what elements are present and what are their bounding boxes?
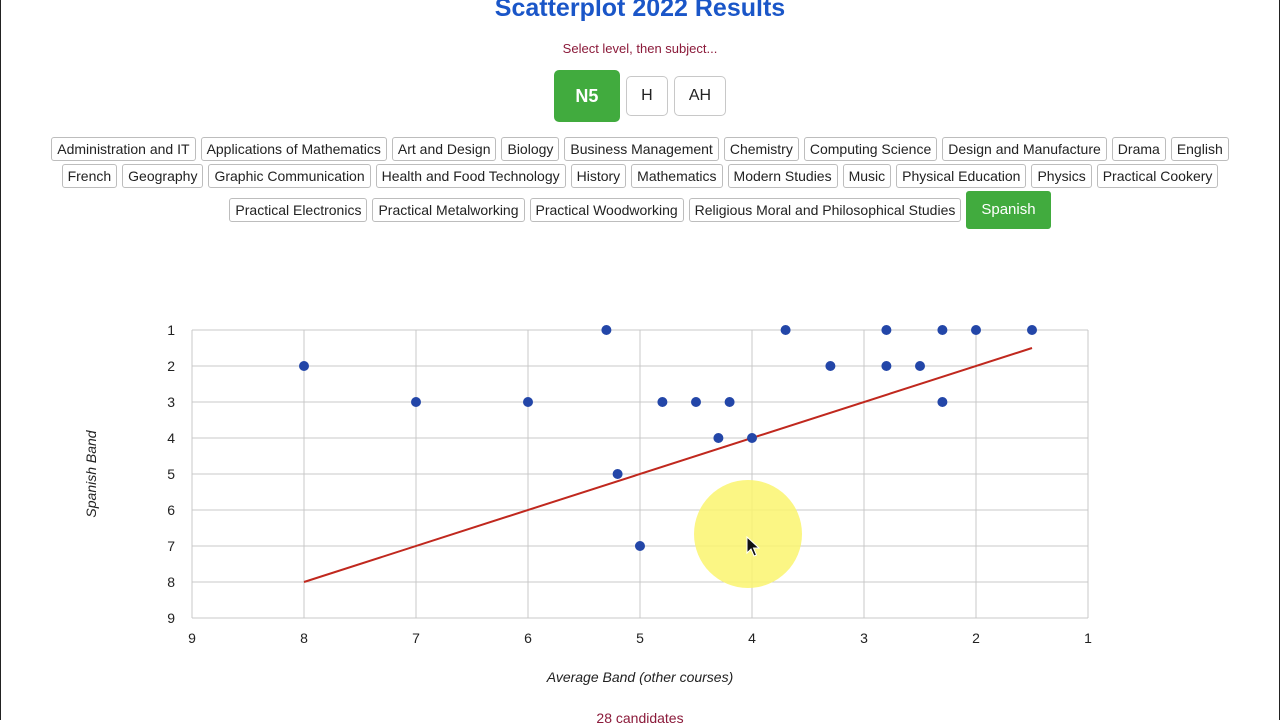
subject-button-english[interactable]: English xyxy=(1170,137,1229,161)
subject-button-computing-science[interactable]: Computing Science xyxy=(803,137,938,161)
data-point xyxy=(937,325,948,335)
x-tick-label: 5 xyxy=(636,630,644,646)
y-tick-label: 1 xyxy=(167,322,175,338)
subject-button-history[interactable]: History xyxy=(570,164,627,188)
data-point xyxy=(713,433,724,443)
x-tick-label: 4 xyxy=(748,630,756,646)
x-tick-label: 3 xyxy=(860,630,868,646)
y-tick-label: 4 xyxy=(167,430,175,446)
data-point xyxy=(971,325,981,335)
subject-button-mathematics[interactable]: Mathematics xyxy=(631,164,723,188)
y-axis-title: Spanish Band xyxy=(83,429,99,517)
data-point xyxy=(657,397,668,407)
x-axis-title: Average Band (other courses) xyxy=(546,669,734,685)
subject-button-health-and-food-technology[interactable]: Health and Food Technology xyxy=(375,164,566,188)
x-tick-label: 8 xyxy=(300,630,308,646)
y-tick-label: 8 xyxy=(167,574,175,590)
subject-button-physical-education[interactable]: Physical Education xyxy=(896,164,1027,188)
subject-button-spanish[interactable]: Spanish xyxy=(966,191,1051,229)
subject-button-applications-of-mathematics[interactable]: Applications of Mathematics xyxy=(200,137,387,161)
level-selector: N5 H AH xyxy=(0,70,1280,122)
data-point xyxy=(881,361,892,371)
page-title: Scatterplot 2022 Results xyxy=(494,0,786,22)
subject-button-religious-moral-and-philosophical-studies[interactable]: Religious Moral and Philosophical Studie… xyxy=(688,198,962,222)
x-tick-label: 1 xyxy=(1084,630,1092,646)
subject-button-french[interactable]: French xyxy=(61,164,118,188)
data-point xyxy=(691,397,701,407)
x-tick-label: 9 xyxy=(188,630,196,646)
y-tick-label: 2 xyxy=(167,358,175,374)
subject-button-biology[interactable]: Biology xyxy=(501,137,560,161)
subject-button-practical-metalworking[interactable]: Practical Metalworking xyxy=(372,198,525,222)
data-point xyxy=(881,325,892,335)
subject-button-modern-studies[interactable]: Modern Studies xyxy=(727,164,838,188)
data-point xyxy=(915,361,925,371)
subject-button-design-and-manufacture[interactable]: Design and Manufacture xyxy=(942,137,1107,161)
data-point xyxy=(612,469,623,479)
data-point xyxy=(747,433,757,443)
subject-button-administration-and-it[interactable]: Administration and IT xyxy=(51,137,196,161)
subject-button-geography[interactable]: Geography xyxy=(122,164,204,188)
y-tick-label: 5 xyxy=(167,466,175,482)
y-tick-label: 9 xyxy=(167,610,175,626)
x-tick-label: 6 xyxy=(524,630,532,646)
trend-line xyxy=(303,347,1033,583)
y-tick-label: 6 xyxy=(167,502,175,518)
level-button-n5[interactable]: N5 xyxy=(553,70,620,122)
level-button-h[interactable]: H xyxy=(625,76,668,116)
data-point xyxy=(411,397,421,407)
data-point xyxy=(299,361,309,371)
subject-button-business-management[interactable]: Business Management xyxy=(564,137,719,161)
subject-button-practical-cookery[interactable]: Practical Cookery xyxy=(1096,164,1219,188)
subject-button-practical-woodworking[interactable]: Practical Woodworking xyxy=(529,198,684,222)
candidate-count: 28 candidates xyxy=(596,710,684,726)
subject-button-art-and-design[interactable]: Art and Design xyxy=(391,137,497,161)
level-button-ah[interactable]: AH xyxy=(673,76,727,116)
subject-button-drama[interactable]: Drama xyxy=(1111,137,1166,161)
x-tick-label: 2 xyxy=(972,630,980,646)
subject-button-music[interactable]: Music xyxy=(842,164,892,188)
data-point xyxy=(601,325,612,335)
data-point xyxy=(724,397,735,407)
instruction-text: Select level, then subject... xyxy=(562,41,718,56)
data-point xyxy=(523,397,533,407)
data-point xyxy=(825,361,836,371)
data-point xyxy=(635,541,645,551)
subject-selector: Administration and IT Applications of Ma… xyxy=(30,137,1250,229)
y-tick-label: 3 xyxy=(167,394,175,410)
subject-button-practical-electronics[interactable]: Practical Electronics xyxy=(229,198,368,222)
subject-button-chemistry[interactable]: Chemistry xyxy=(723,137,799,161)
subject-button-physics[interactable]: Physics xyxy=(1031,164,1092,188)
x-tick-label: 7 xyxy=(412,630,420,646)
subject-button-graphic-communication[interactable]: Graphic Communication xyxy=(208,164,371,188)
y-tick-label: 7 xyxy=(167,538,175,554)
data-point xyxy=(1027,325,1037,335)
window-border-left xyxy=(0,0,1,720)
data-point xyxy=(780,325,791,335)
data-point xyxy=(937,397,948,407)
